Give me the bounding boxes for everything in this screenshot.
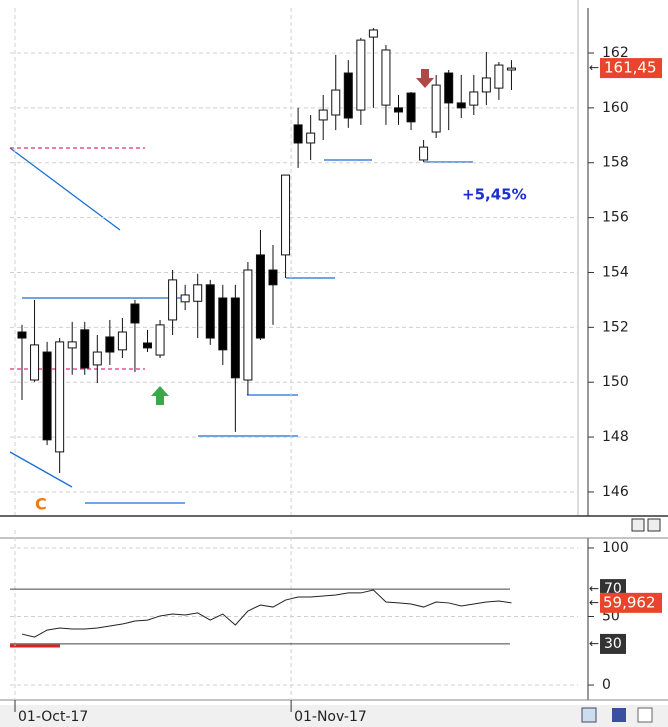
- candle-body: [55, 341, 65, 453]
- candle-body: [444, 72, 454, 104]
- candle-body: [243, 269, 253, 381]
- candle-body: [506, 67, 516, 71]
- y-tick-label: 146: [602, 484, 629, 500]
- candle-body: [331, 89, 341, 116]
- candle-body: [205, 284, 215, 339]
- candle-body: [155, 324, 165, 356]
- candle-body: [469, 91, 479, 106]
- candle-body: [30, 344, 40, 381]
- candle-body: [481, 77, 491, 93]
- candle-body: [117, 331, 127, 351]
- candle-body: [281, 174, 291, 256]
- last-price-label: 161,45: [604, 59, 657, 77]
- x-tick-label: 01-Nov-17: [294, 709, 367, 725]
- candle-body: [368, 29, 378, 38]
- candle-body: [17, 331, 27, 339]
- candle-body: [168, 279, 178, 321]
- level-box: [600, 633, 626, 654]
- candle-body: [180, 294, 190, 303]
- candle-body: [343, 72, 353, 119]
- oscillator-line: [21, 589, 512, 638]
- x-tick-label: 01-Oct-17: [18, 709, 88, 725]
- tool-icon[interactable]: [581, 707, 597, 723]
- y-tick-label: 156: [602, 210, 629, 226]
- last-price-box: [600, 58, 662, 79]
- last-value-label: 59,962: [603, 593, 656, 611]
- candle-body: [92, 351, 102, 366]
- candle-body: [67, 341, 77, 349]
- price-arrow: ←: [589, 61, 599, 75]
- candle-body: [218, 297, 228, 351]
- last-value-box: [600, 592, 662, 613]
- candle-body: [356, 39, 366, 111]
- wave-label: C: [35, 495, 47, 514]
- pin-icon[interactable]: [637, 707, 653, 723]
- candle-body: [230, 297, 240, 379]
- candle-body: [419, 146, 429, 161]
- candle-body: [381, 49, 391, 106]
- candle-body: [193, 284, 203, 302]
- y-tick-label: 0: [602, 677, 611, 693]
- candle-body: [130, 303, 140, 324]
- candle-body: [105, 336, 115, 353]
- y-tick-label: 148: [602, 429, 629, 445]
- maximize-button[interactable]: [647, 518, 661, 532]
- candle-body: [431, 84, 441, 133]
- candle-body: [255, 254, 265, 339]
- buy-arrow: [151, 386, 169, 405]
- y-tick-label: 162: [602, 45, 629, 61]
- candle-body: [42, 351, 52, 441]
- y-tick-label: 154: [602, 264, 629, 280]
- sell-arrow: [416, 69, 434, 88]
- candle-body: [318, 109, 328, 121]
- y-tick-label: 158: [602, 155, 629, 171]
- y-tick-label: 152: [602, 319, 629, 335]
- y-tick-label: 160: [602, 100, 629, 116]
- candle-body: [406, 92, 416, 123]
- candle-body: [456, 102, 466, 109]
- y-tick-label: 100: [602, 540, 629, 556]
- candle-body: [494, 64, 504, 89]
- candle-body: [293, 124, 303, 144]
- value-arrow: ←: [589, 595, 599, 609]
- candle-body: [268, 269, 278, 286]
- drawings: [9, 147, 473, 504]
- candle-body: [394, 107, 403, 113]
- toolbar: [0, 705, 668, 727]
- candle-body: [143, 342, 152, 349]
- y-tick-label: 150: [602, 374, 629, 390]
- level-arrow: ←: [589, 636, 599, 650]
- level-arrow: ←: [589, 582, 599, 596]
- minimize-button[interactable]: [631, 518, 645, 532]
- save-icon[interactable]: [612, 708, 626, 722]
- candle-body: [306, 132, 316, 144]
- candle-body: [80, 329, 90, 369]
- change-annotation: +5,45%: [462, 186, 527, 204]
- level-label: 30: [604, 636, 622, 652]
